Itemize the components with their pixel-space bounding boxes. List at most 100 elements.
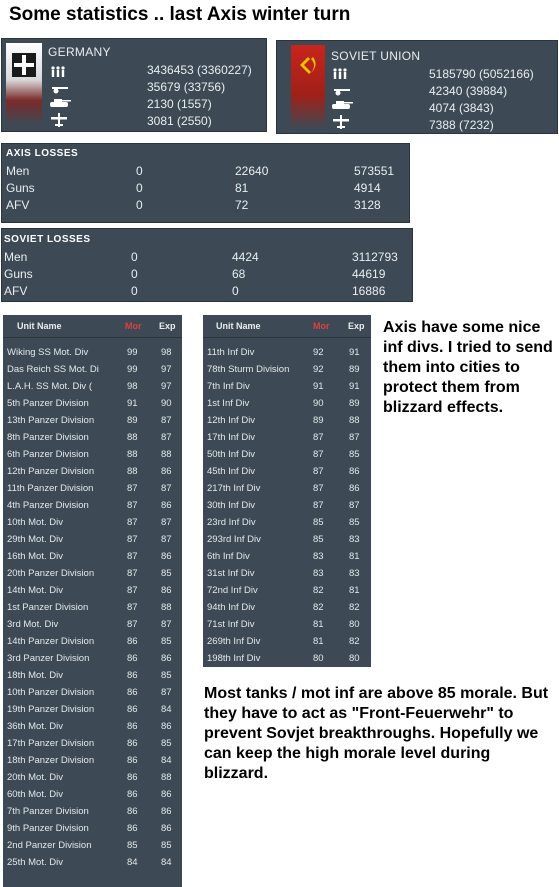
column-morale[interactable]: Mor xyxy=(313,321,330,331)
table-row[interactable]: 1st Inf Div 90 89 xyxy=(203,395,371,412)
table-row[interactable]: 5th Panzer Division 91 90 xyxy=(3,395,182,412)
unit-experience: 85 xyxy=(349,449,360,460)
unit-morale: 85 xyxy=(313,534,324,545)
table-row[interactable]: 17th Inf Div 87 87 xyxy=(203,429,371,446)
unit-name: 2nd Panzer Division xyxy=(7,840,92,851)
column-unit-name[interactable]: Unit Name xyxy=(17,321,62,331)
table-row[interactable]: 36th Mot. Div 86 86 xyxy=(3,718,182,735)
table-row[interactable]: 60th Mot. Div 86 86 xyxy=(3,786,182,803)
unit-morale: 87 xyxy=(127,500,138,511)
table-row[interactable]: 20th Panzer Division 87 85 xyxy=(3,565,182,582)
table-row[interactable]: 6th Inf Div 83 81 xyxy=(203,548,371,565)
unit-name: Das Reich SS Mot. Di xyxy=(7,364,99,375)
soviet-name: SOVIET UNION xyxy=(331,49,421,63)
table-row[interactable]: 2nd Panzer Division 85 85 xyxy=(3,837,182,854)
column-experience[interactable]: Exp xyxy=(159,321,176,331)
unit-name: 71st Inf Div xyxy=(207,619,255,630)
table-row[interactable]: 72nd Inf Div 82 81 xyxy=(203,582,371,599)
axis-losses-label: Guns xyxy=(6,181,35,195)
table-row[interactable]: 269th Inf Div 81 82 xyxy=(203,633,371,650)
table-row[interactable]: 217th Inf Div 87 86 xyxy=(203,480,371,497)
table-row[interactable]: 18th Mot. Div 86 85 xyxy=(3,667,182,684)
table-row[interactable]: 30th Inf Div 87 87 xyxy=(203,497,371,514)
table-row[interactable]: 29th Mot. Div 87 87 xyxy=(3,531,182,548)
unit-morale: 99 xyxy=(127,364,138,375)
table-row[interactable]: 14th Mot. Div 87 86 xyxy=(3,582,182,599)
table-row[interactable]: 23rd Inf Div 85 85 xyxy=(203,514,371,531)
table-row[interactable]: 45th Inf Div 87 86 xyxy=(203,463,371,480)
table-row[interactable]: 12th Inf Div 89 88 xyxy=(203,412,371,429)
column-morale[interactable]: Mor xyxy=(125,321,142,331)
table-row[interactable]: 7th Panzer Division 86 86 xyxy=(3,803,182,820)
table-row[interactable]: 9th Panzer Division 86 86 xyxy=(3,820,182,837)
germany-name: GERMANY xyxy=(48,45,111,59)
table-row[interactable]: 293rd Inf Div 85 83 xyxy=(203,531,371,548)
unit-morale: 91 xyxy=(313,381,324,392)
unit-experience: 97 xyxy=(161,381,172,392)
unit-experience: 82 xyxy=(349,636,360,647)
unit-morale: 88 xyxy=(127,466,138,477)
axis-losses-label: Men xyxy=(6,164,30,178)
table-row[interactable]: 3rd Panzer Division 86 86 xyxy=(3,650,182,667)
infantry-icon xyxy=(51,66,65,77)
table-row[interactable]: 8th Panzer Division 88 87 xyxy=(3,429,182,446)
unit-morale: 82 xyxy=(313,585,324,596)
unit-name: 78th Sturm Division xyxy=(207,364,290,375)
table-row[interactable]: 14th Panzer Division 86 85 xyxy=(3,633,182,650)
table-row[interactable]: 18th Panzer Division 86 84 xyxy=(3,752,182,769)
unit-experience: 85 xyxy=(161,738,172,749)
unit-name: 94th Inf Div xyxy=(207,602,256,613)
table-row[interactable]: 198th Inf Div 80 80 xyxy=(203,650,371,667)
column-experience[interactable]: Exp xyxy=(348,321,365,331)
unit-morale: 81 xyxy=(313,636,324,647)
unit-name: 3rd Panzer Division xyxy=(7,653,90,664)
table-row[interactable]: 6th Panzer Division 88 88 xyxy=(3,446,182,463)
axis-losses-value: 0 xyxy=(136,164,143,178)
axis-losses-value: 4914 xyxy=(354,181,381,195)
unit-morale: 87 xyxy=(127,619,138,630)
axis-losses-heading: AXIS LOSSES xyxy=(6,148,79,159)
table-row[interactable]: 1st Panzer Division 87 88 xyxy=(3,599,182,616)
soviet-losses-value: 68 xyxy=(232,267,246,281)
unit-morale: 83 xyxy=(313,568,324,579)
unit-morale: 88 xyxy=(127,449,138,460)
table-row[interactable]: 25th Mot. Div 84 84 xyxy=(3,854,182,871)
table-row[interactable]: 16th Mot. Div 87 86 xyxy=(3,548,182,565)
unit-morale: 92 xyxy=(313,364,324,375)
table-row[interactable]: 50th Inf Div 87 85 xyxy=(203,446,371,463)
column-unit-name[interactable]: Unit Name xyxy=(216,321,261,331)
unit-name: 19th Panzer Division xyxy=(7,704,95,715)
table-row[interactable]: Wiking SS Mot. Div 99 98 xyxy=(3,344,182,361)
unit-morale: 88 xyxy=(127,432,138,443)
unit-morale: 89 xyxy=(313,415,324,426)
unit-name: 72nd Inf Div xyxy=(207,585,258,596)
table-row[interactable]: 17th Panzer Division 86 85 xyxy=(3,735,182,752)
table-row[interactable]: 94th Inf Div 82 82 xyxy=(203,599,371,616)
unit-morale: 87 xyxy=(127,568,138,579)
table-row[interactable]: 71st Inf Div 81 80 xyxy=(203,616,371,633)
unit-name: 5th Panzer Division xyxy=(7,398,89,409)
unit-morale: 98 xyxy=(127,381,138,392)
table-row[interactable]: 10th Mot. Div 87 87 xyxy=(3,514,182,531)
table-row[interactable]: 31st Inf Div 83 83 xyxy=(203,565,371,582)
table-row[interactable]: 3rd Mot. Div 87 87 xyxy=(3,616,182,633)
table-row[interactable]: L.A.H. SS Mot. Div (98 97 xyxy=(3,378,182,395)
germany-stat-guns: 35679 (33756) xyxy=(147,80,226,94)
table-row[interactable]: Das Reich SS Mot. Di 99 97 xyxy=(3,361,182,378)
table-row[interactable]: 13th Panzer Division 89 87 xyxy=(3,412,182,429)
table-row[interactable]: 7th Inf Div 91 91 xyxy=(203,378,371,395)
table-row[interactable]: 12th Panzer Division 88 86 xyxy=(3,463,182,480)
unit-experience: 88 xyxy=(161,772,172,783)
table-row[interactable]: 4th Panzer Division 87 86 xyxy=(3,497,182,514)
table-row[interactable]: 11th Inf Div 92 91 xyxy=(203,344,371,361)
table-row[interactable]: 10th Panzer Division 86 87 xyxy=(3,684,182,701)
table-row[interactable]: 11th Panzer Division 87 87 xyxy=(3,480,182,497)
table-row[interactable]: 19th Panzer Division 86 84 xyxy=(3,701,182,718)
axis-losses-value: 0 xyxy=(136,198,143,212)
table-row[interactable]: 20th Mot. Div 86 88 xyxy=(3,769,182,786)
germany-stat-afv: 2130 (1557) xyxy=(147,97,212,111)
guns-icon xyxy=(334,89,350,96)
table-row[interactable]: 78th Sturm Division 92 89 xyxy=(203,361,371,378)
unit-name: 14th Panzer Division xyxy=(7,636,95,647)
unit-experience: 86 xyxy=(161,653,172,664)
